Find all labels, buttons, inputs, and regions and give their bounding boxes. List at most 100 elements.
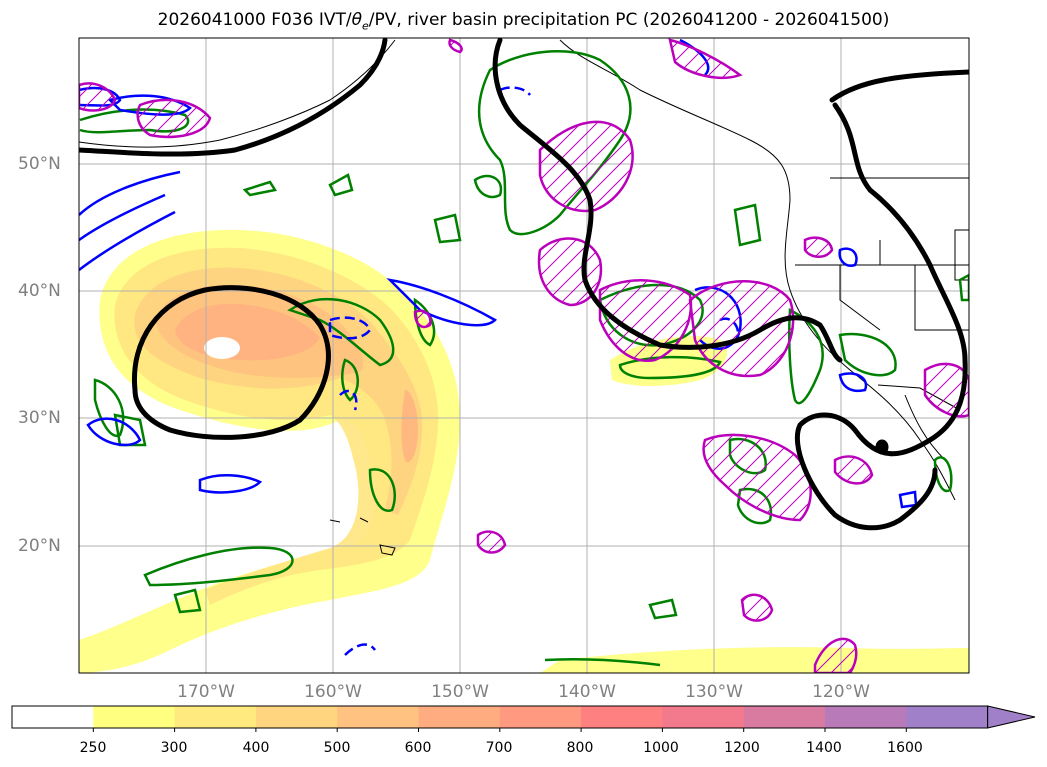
green-contour (242, 180, 278, 197)
blue-contour (86, 417, 142, 447)
blue-contour (198, 474, 263, 494)
blue-contour (79, 210, 176, 271)
lon-label: 140°W (558, 682, 616, 702)
us-state-lines (795, 229, 969, 331)
colorbar-label: 700 (485, 740, 513, 756)
chart-title: 2026041000 F036 IVT/θe/PV, river basin p… (0, 10, 1047, 32)
green-contour (368, 468, 397, 512)
colorbar-segment (255, 706, 338, 728)
green-contour (143, 546, 294, 587)
precip-pc-regions (79, 38, 969, 673)
pv-contour-ridge (829, 69, 969, 103)
precip-region (702, 433, 812, 522)
green-contour (287, 297, 395, 367)
colorbar-segment (825, 706, 907, 728)
ivt-band-south (540, 647, 969, 673)
precip-region (538, 120, 634, 213)
colorbar-label: 250 (79, 740, 107, 756)
blue-contour (339, 389, 358, 411)
colorbar-segment (93, 706, 176, 728)
blue-contour (344, 643, 377, 656)
colorbar-label: 1000 (643, 740, 679, 756)
map-grid (79, 38, 969, 673)
colorbar-segment (906, 706, 989, 728)
lon-label: 120°W (812, 682, 870, 702)
colorbar-segment (581, 706, 663, 728)
green-contour (733, 203, 762, 247)
lat-label: 30°N (18, 408, 61, 428)
ivt-core-minimum (204, 337, 240, 359)
precip-region (79, 82, 117, 112)
colorbar-label: 800 (566, 740, 594, 756)
precip-region (813, 637, 858, 673)
lon-label: 150°W (431, 682, 489, 702)
green-contour (473, 174, 503, 199)
lat-label: 20°N (18, 536, 61, 556)
title-prefix: 2026041000 F036 IVT/ (157, 10, 352, 30)
colorbar-segment (337, 706, 420, 728)
pv-contour-aleutian (79, 38, 388, 157)
colorbar-segment (12, 706, 94, 728)
hawaii (329, 517, 396, 556)
colorbar-extend-arrow (987, 705, 1036, 729)
green-contour (958, 273, 969, 302)
precip-region (688, 280, 795, 378)
precip-region (833, 455, 874, 485)
pv-contour-coastal (794, 102, 968, 531)
green-contour (328, 173, 354, 197)
blue-contour (79, 193, 166, 242)
lon-label: 170°W (177, 682, 235, 702)
precip-region (136, 98, 212, 139)
green-contour (838, 332, 897, 377)
blue-contour (499, 86, 532, 96)
map-canvas (78, 37, 970, 674)
pv-contours (79, 38, 969, 531)
precip-region (476, 530, 507, 554)
colorbar-label: 400 (242, 740, 270, 756)
colorbar-segment (662, 706, 745, 728)
precip-region (413, 309, 432, 329)
alaska-panhandle (559, 39, 956, 501)
alaska-coast (79, 39, 396, 148)
colorbar-label: 1200 (724, 740, 760, 756)
colorbar-label: 1600 (887, 740, 923, 756)
colorbar-segment (743, 706, 826, 728)
green-contour (788, 308, 824, 405)
blue-contour (386, 278, 498, 327)
blue-contour (328, 316, 372, 340)
colorbar-label: 300 (160, 740, 188, 756)
colorbar-segment (499, 706, 582, 728)
lon-label: 130°W (685, 682, 743, 702)
precip-region (740, 593, 774, 622)
colorbar-label: 500 (323, 740, 351, 756)
green-contour (93, 378, 125, 437)
lat-label: 40°N (18, 281, 61, 301)
blue-contour (838, 247, 858, 267)
blue-contour (838, 372, 868, 392)
ivt-band-600b (401, 390, 418, 463)
precip-region (668, 38, 743, 79)
colorbar-label: 600 (404, 740, 432, 756)
green-contour (341, 358, 359, 402)
colorbar-segment (174, 706, 257, 728)
pv-contour-trough (492, 38, 843, 363)
green-contour (433, 213, 462, 244)
title-suffix: /PV, river basin precipitation PC (20260… (368, 10, 890, 30)
lat-label: 50°N (18, 154, 61, 174)
blue-contour (79, 170, 181, 216)
colorbar-segment (418, 706, 501, 728)
green-contour (544, 657, 661, 667)
precip-region (448, 38, 463, 54)
precip-region (598, 279, 693, 363)
colorbar-label: 1400 (806, 740, 842, 756)
green-contour (173, 588, 202, 614)
lon-label: 160°W (304, 682, 362, 702)
precip-region (803, 236, 834, 258)
title-theta: θ (351, 10, 362, 30)
ivt-colorbar (11, 705, 1036, 732)
title-theta-sub: e (362, 19, 369, 33)
map-frame (78, 37, 970, 674)
green-contour (113, 413, 147, 447)
baja (904, 394, 946, 461)
green-contour (648, 598, 678, 620)
